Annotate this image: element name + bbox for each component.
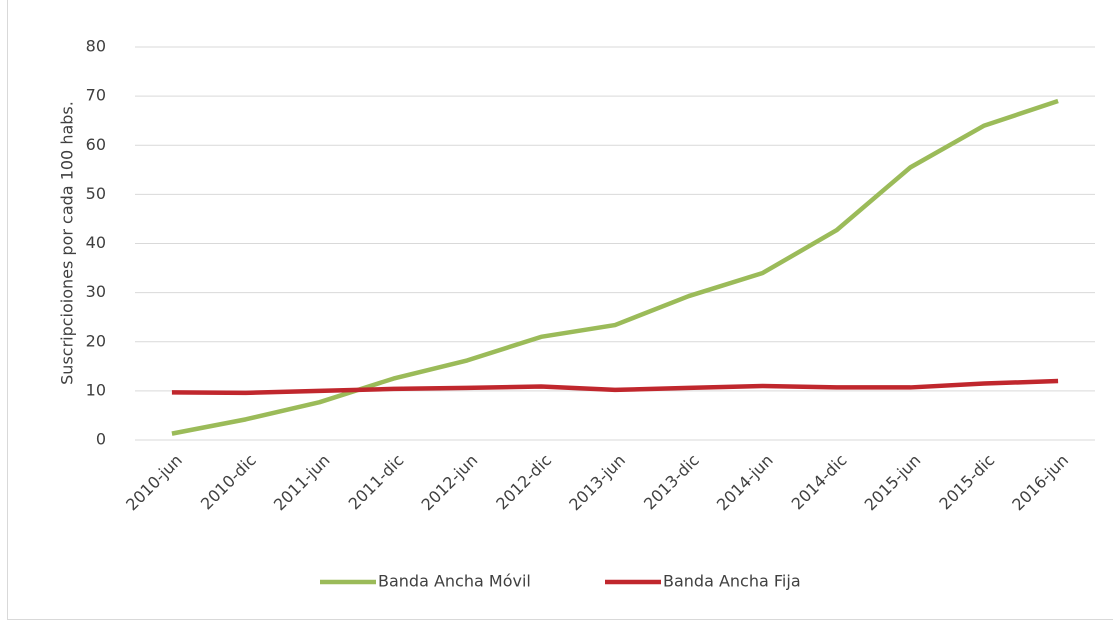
y-tick-label: 50: [86, 184, 106, 203]
data-line: [171, 98, 1059, 436]
x-tick-label: 2016-jun: [1008, 451, 1072, 515]
x-tick-label: 2011-jun: [270, 451, 334, 515]
x-tick-label: 2010-jun: [122, 451, 186, 515]
x-tick-label: 2015-dic: [935, 451, 998, 514]
x-tick-label: 2014-dic: [788, 451, 851, 514]
x-tick-label: 2014-jun: [713, 451, 777, 515]
x-tick-label: 2012-jun: [418, 451, 482, 515]
x-tick-label: 2011-dic: [345, 451, 408, 514]
x-tick-label: 2012-dic: [492, 451, 555, 514]
y-tick-label: 80: [86, 37, 106, 56]
x-tick-label: 2013-dic: [640, 451, 703, 514]
y-tick-label: 60: [86, 135, 106, 154]
legend-label: Banda Ancha Fija: [663, 572, 801, 591]
chart-border: [7, 0, 1113, 620]
data-line: [171, 378, 1059, 396]
x-tick-label: 2013-jun: [565, 451, 629, 515]
y-tick-label: 40: [86, 233, 106, 252]
legend-label: Banda Ancha Móvil: [378, 572, 531, 591]
y-tick-label: 0: [96, 430, 106, 449]
y-axis-label: Suscripcioiones por cada 100 habs.: [58, 101, 77, 385]
y-tick-label: 70: [86, 86, 106, 105]
y-tick-label: 10: [86, 380, 106, 399]
y-tick-label: 20: [86, 331, 106, 350]
y-tick-label: 30: [86, 282, 106, 301]
x-tick-label: 2015-jun: [861, 451, 925, 515]
x-tick-label: 2010-dic: [197, 451, 260, 514]
